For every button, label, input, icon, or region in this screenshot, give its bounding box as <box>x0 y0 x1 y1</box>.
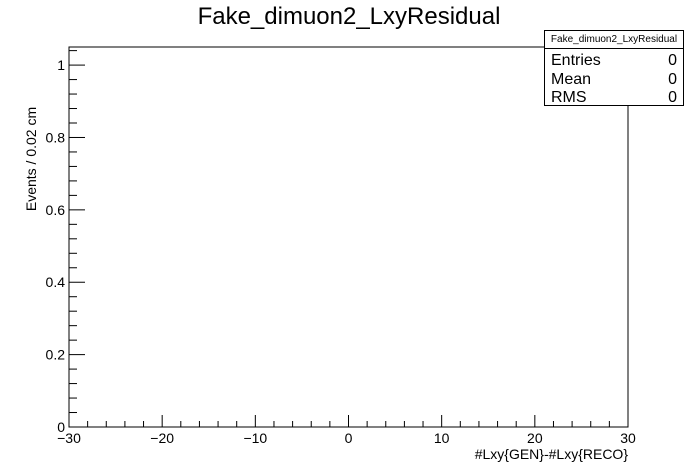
x-tick-label: 10 <box>434 430 450 446</box>
stats-title: Fake_dimuon2_LxyResidual <box>545 31 683 49</box>
stats-row-entries: Entries 0 <box>551 51 677 70</box>
stats-entries-label: Entries <box>551 52 601 69</box>
stats-mean-label: Mean <box>551 71 592 88</box>
stats-row-mean: Mean 0 <box>551 70 677 89</box>
y-tick-label: 0.8 <box>46 129 66 145</box>
y-tick-label: 0.4 <box>46 274 66 290</box>
stats-box: Fake_dimuon2_LxyResidual Entries 0 Mean … <box>544 30 684 106</box>
chart-title: Fake_dimuon2_LxyResidual <box>198 3 501 30</box>
stats-rms-label: RMS <box>551 89 587 106</box>
y-tick-label: 0.2 <box>46 347 66 363</box>
y-tick-label: 1 <box>57 57 65 73</box>
x-axis-label: #Lxy{GEN}-#Lxy{RECO} <box>475 446 629 462</box>
stats-entries-value: 0 <box>668 52 677 69</box>
x-tick-label: −20 <box>150 430 174 446</box>
y-axis-label: Events / 0.02 cm <box>23 107 39 211</box>
x-tick-label: 0 <box>345 430 353 446</box>
y-tick-label: 0 <box>57 419 65 435</box>
y-tick-label: 0.6 <box>46 202 66 218</box>
stats-rms-value: 0 <box>668 89 677 106</box>
stats-mean-value: 0 <box>668 71 677 88</box>
x-tick-label: 20 <box>527 430 543 446</box>
x-tick-label: −10 <box>243 430 267 446</box>
stats-row-rms: RMS 0 <box>551 88 677 107</box>
x-axis-ticks: −30 −20 −10 0 10 20 30 <box>57 415 636 446</box>
y-axis-ticks: 0 0.2 0.4 0.6 0.8 1 <box>46 50 85 435</box>
x-tick-label: 30 <box>620 430 636 446</box>
x-tick-label: −30 <box>57 430 81 446</box>
